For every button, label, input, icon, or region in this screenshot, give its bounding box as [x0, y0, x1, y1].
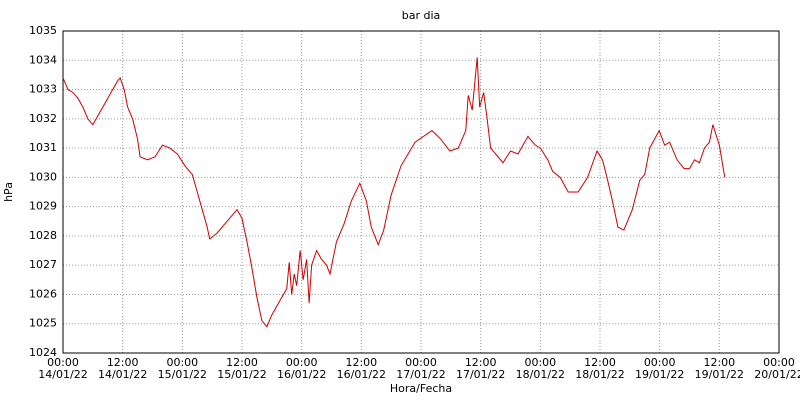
- x-tick-label: 14/01/22: [98, 368, 147, 381]
- x-tick-label: 00:00: [524, 356, 556, 369]
- x-tick-label: 16/01/22: [337, 368, 386, 381]
- x-tick-label: 00:00: [286, 356, 318, 369]
- y-tick-label: 1034: [29, 53, 57, 66]
- x-tick-label: 00:00: [166, 356, 198, 369]
- x-tick-label: 17/01/22: [456, 368, 505, 381]
- x-tick-label: 18/01/22: [575, 368, 624, 381]
- y-tick-label: 1025: [29, 317, 57, 330]
- x-tick-label: 12:00: [703, 356, 735, 369]
- x-tick-label: 19/01/22: [695, 368, 744, 381]
- x-tick-label: 16/01/22: [277, 368, 326, 381]
- x-axis-label: Hora/Fecha: [390, 382, 452, 395]
- x-tick-label: 12:00: [584, 356, 616, 369]
- x-tick-label: 17/01/22: [396, 368, 445, 381]
- x-tick-label: 12:00: [226, 356, 258, 369]
- y-tick-label: 1029: [29, 200, 57, 213]
- y-tick-label: 1035: [29, 24, 57, 37]
- chart-title: bar dia: [402, 9, 441, 22]
- x-tick-label: 14/01/22: [38, 368, 87, 381]
- x-tick-label: 00:00: [644, 356, 676, 369]
- x-tick-label: 18/01/22: [516, 368, 565, 381]
- x-tick-label: 00:00: [405, 356, 437, 369]
- x-tick-label: 15/01/22: [217, 368, 266, 381]
- x-tick-label: 20/01/22: [754, 368, 800, 381]
- x-tick-label: 12:00: [107, 356, 139, 369]
- x-tick-label: 15/01/22: [158, 368, 207, 381]
- y-tick-label: 1027: [29, 258, 57, 271]
- data-line: [62, 57, 726, 328]
- y-axis-label: hPa: [2, 182, 15, 202]
- y-tick-label: 1030: [29, 170, 57, 183]
- y-tick-label: 1033: [29, 83, 57, 96]
- x-tick-label: 00:00: [763, 356, 795, 369]
- x-tick-label: 19/01/22: [635, 368, 684, 381]
- y-tick-label: 1032: [29, 112, 57, 125]
- x-tick-label: 00:00: [47, 356, 79, 369]
- y-tick-label: 1024: [29, 346, 57, 359]
- plot-frame: [62, 30, 780, 354]
- x-tick-label: 12:00: [345, 356, 377, 369]
- y-tick-label: 1026: [29, 287, 57, 300]
- y-tick-label: 1031: [29, 141, 57, 154]
- y-tick-label: 1028: [29, 229, 57, 242]
- x-tick-label: 12:00: [465, 356, 497, 369]
